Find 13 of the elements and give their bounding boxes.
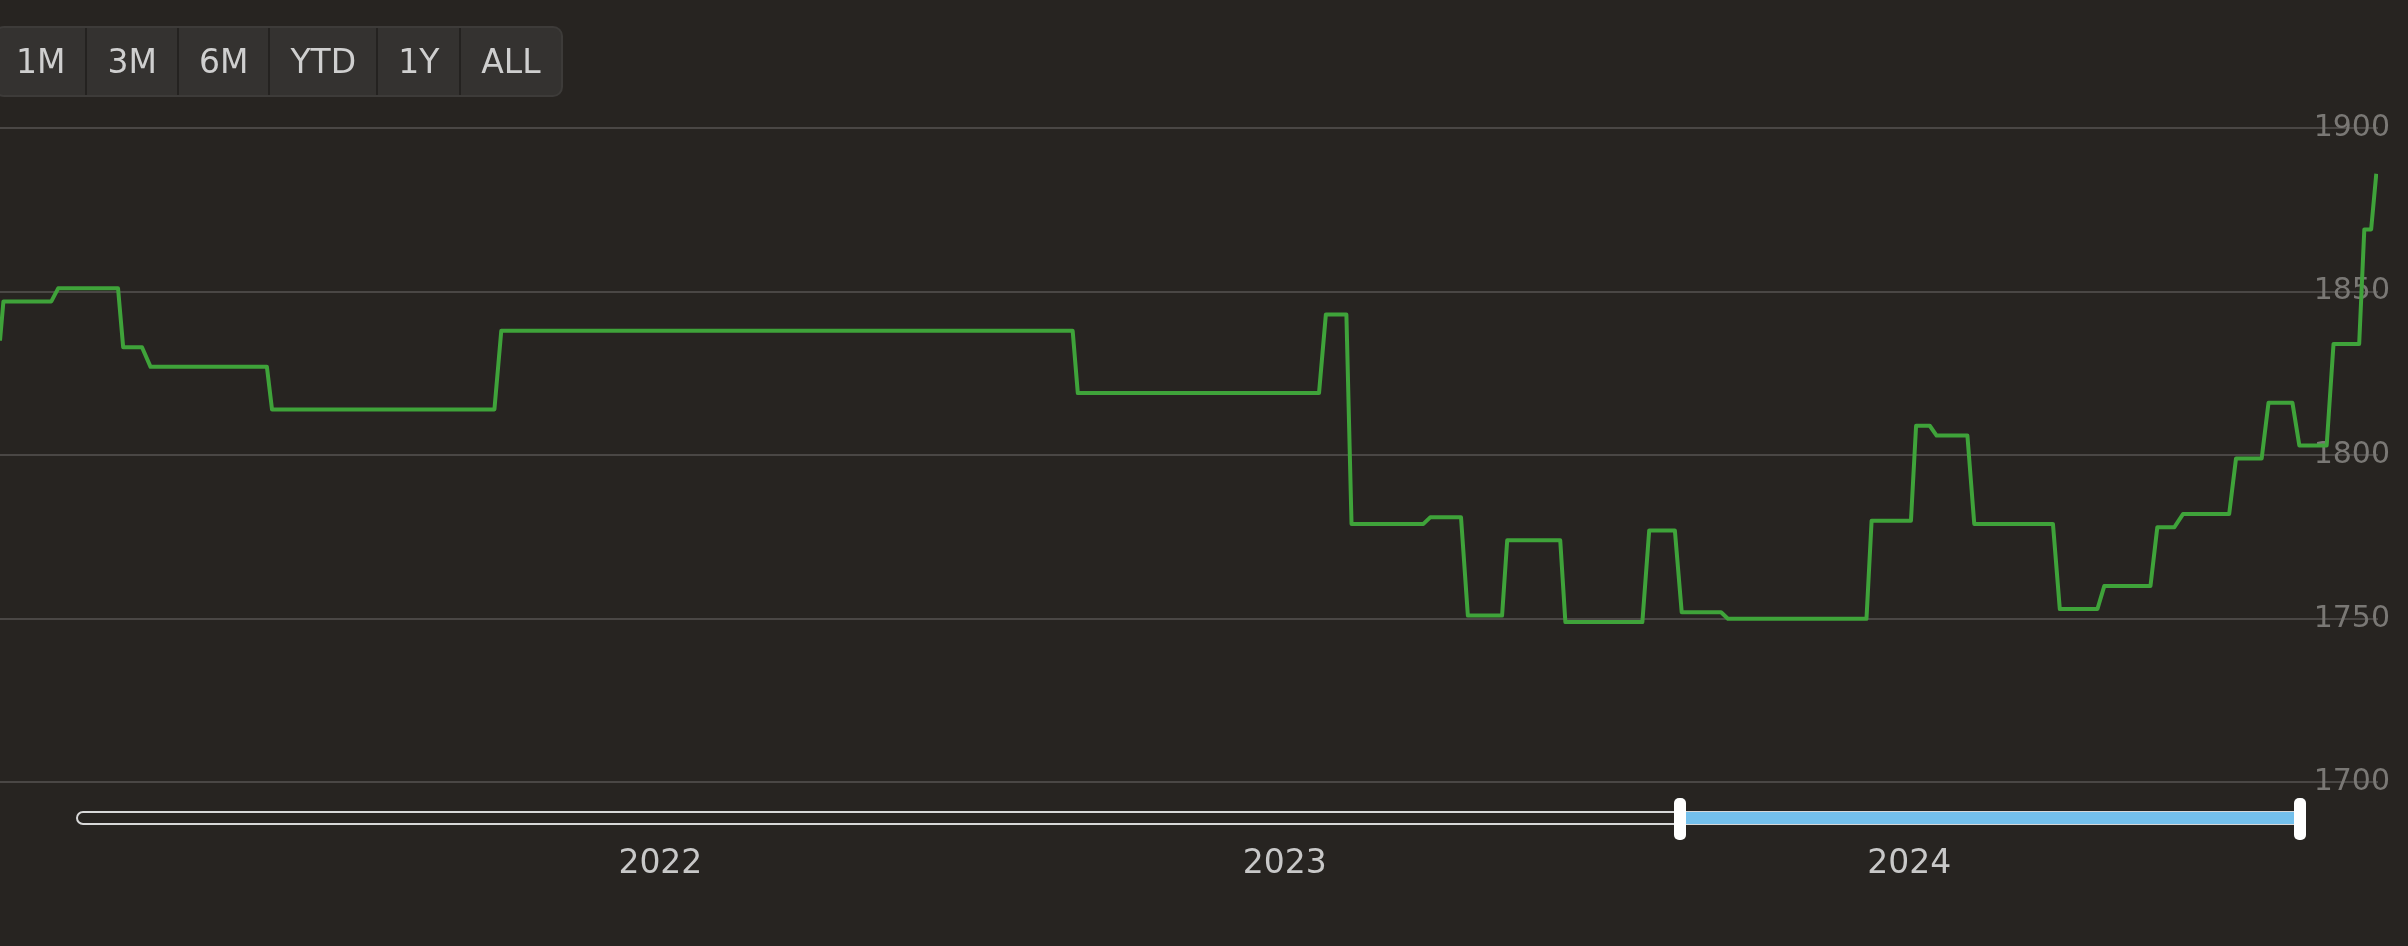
y-tick-label: 1750 bbox=[2313, 598, 2390, 634]
text: 6M bbox=[176, 28, 269, 95]
x-tick-label: 2023 bbox=[1242, 841, 1327, 881]
text: 1M bbox=[15, 41, 67, 83]
text: 1Y bbox=[376, 28, 460, 95]
y-tick-label: 1900 bbox=[2313, 107, 2390, 143]
x-tick-label: 2022 bbox=[618, 841, 703, 881]
text: YTD bbox=[268, 28, 377, 95]
y-tick-label: 1800 bbox=[2313, 435, 2390, 470]
text: ALL bbox=[459, 28, 561, 95]
text: 3M bbox=[85, 28, 177, 95]
y-tick-label: 1700 bbox=[2313, 762, 2390, 798]
x-tick-label: 2024 bbox=[1867, 841, 1952, 881]
